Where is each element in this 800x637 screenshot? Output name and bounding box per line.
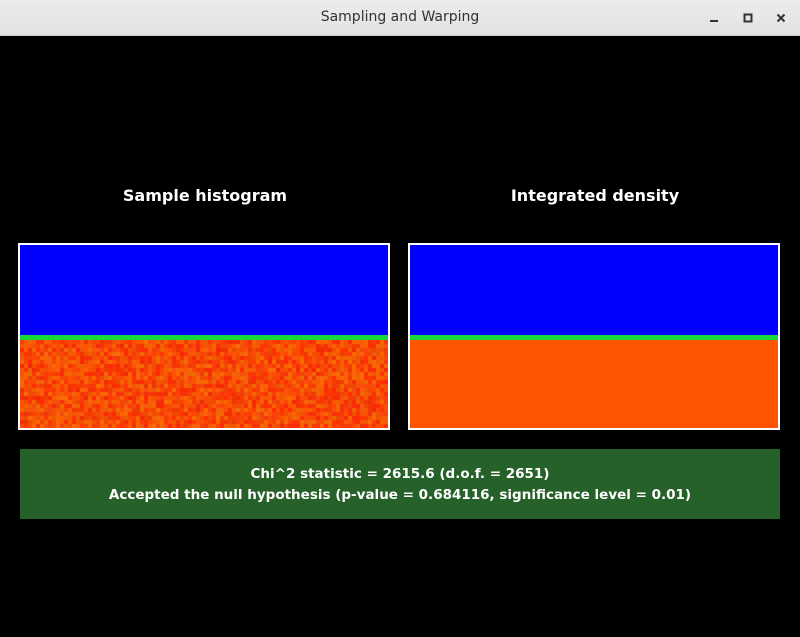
- title-bar[interactable]: Sampling and Warping: [0, 0, 800, 36]
- sample-histogram-panel: [18, 243, 390, 430]
- histogram-low-region: [20, 245, 388, 335]
- minimize-icon: [709, 13, 719, 23]
- maximize-button[interactable]: [738, 8, 758, 28]
- chi-square-result: Chi^2 statistic = 2615.6 (d.o.f. = 2651)…: [20, 449, 780, 519]
- hypothesis-result-text: Accepted the null hypothesis (p-value = …: [108, 487, 692, 503]
- chi-square-statistic-text: Chi^2 statistic = 2615.6 (d.o.f. = 2651): [250, 466, 550, 482]
- maximize-icon: [743, 13, 753, 23]
- density-boundary-line: [410, 335, 778, 340]
- histogram-noise-region: [20, 340, 388, 428]
- histogram-boundary-line: [20, 335, 388, 340]
- integrated-density-panel: [408, 243, 780, 430]
- close-button[interactable]: [771, 8, 791, 28]
- density-low-region: [410, 245, 778, 335]
- window-title: Sampling and Warping: [320, 9, 480, 25]
- minimize-button[interactable]: [704, 8, 724, 28]
- sample-histogram-title: Sample histogram: [122, 186, 288, 205]
- integrated-density-title: Integrated density: [510, 186, 680, 205]
- density-high-region: [410, 340, 778, 428]
- close-icon: [776, 13, 786, 23]
